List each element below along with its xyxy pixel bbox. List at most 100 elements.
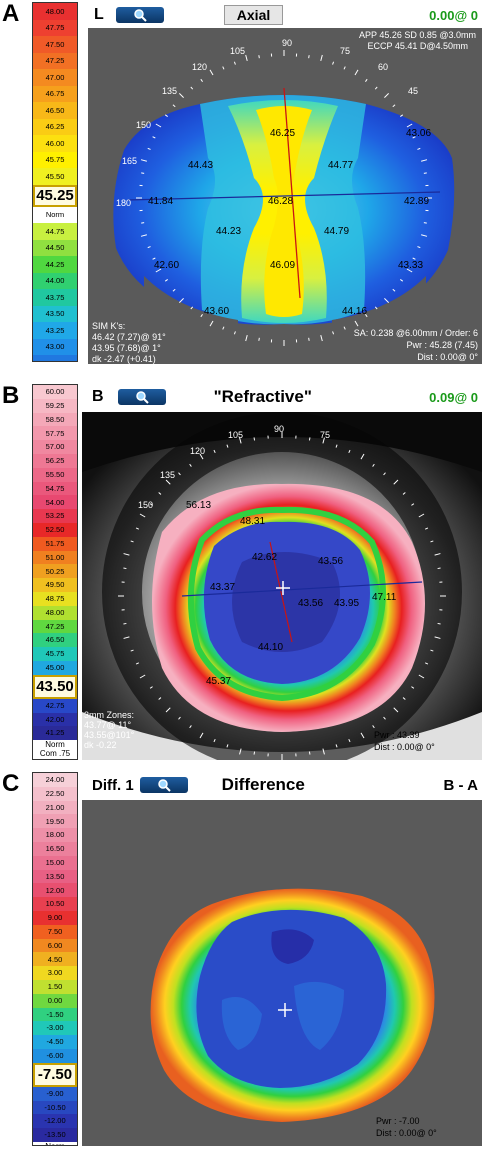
- scale-value: -9.00: [33, 1086, 77, 1101]
- map-value: 44.23: [216, 226, 241, 237]
- angle-tick: [233, 61, 236, 65]
- angle-ticks: [118, 432, 446, 760]
- norm-label: Norm Com .75: [33, 740, 77, 759]
- angle-tick: [165, 479, 171, 485]
- scale-value: 19.50: [33, 814, 77, 829]
- angle-tick: [392, 104, 396, 108]
- angle-tick: [417, 246, 421, 249]
- scale-value: 59.25: [33, 398, 77, 413]
- eye-label: B: [92, 388, 104, 405]
- angle-tick: [411, 503, 415, 506]
- magnifier-button[interactable]: [115, 7, 164, 23]
- angle-tick: [245, 54, 248, 61]
- angle-labels: 105 90 75 120 135 150: [138, 424, 330, 510]
- scale-value: 6.00: [33, 938, 77, 953]
- map-type-button[interactable]: Axial: [223, 5, 284, 25]
- scale-value: 57.75: [33, 426, 77, 441]
- color-scale: 60.00 59.25 58.50 57.75 57.00 56.25 55.50 54.75…: [32, 384, 78, 760]
- sim-k2: 43.95 (7.68)@ 1°: [92, 343, 161, 353]
- scale-value: 43.25: [33, 322, 77, 339]
- scale-value: 43.00: [33, 338, 77, 355]
- magnifier-button[interactable]: [117, 389, 166, 405]
- scale-value: Norm: [33, 206, 77, 223]
- angle-tick: [335, 444, 338, 448]
- scale-value: 15.00: [33, 855, 77, 870]
- magnifier-icon: [134, 9, 147, 22]
- angle-tick: [141, 222, 145, 224]
- angle-tick: [178, 298, 184, 304]
- map-value: 46.28: [268, 196, 293, 207]
- angle-tick: [322, 748, 325, 755]
- angle-tick: [222, 66, 225, 70]
- angle-tick: [239, 748, 242, 755]
- scale-rows: 24.00 22.50 21.00 19.50 18.00 16.50 15.00 13.50…: [33, 773, 77, 1145]
- angle-tick: [335, 744, 338, 748]
- angle-tick: [430, 649, 434, 652]
- svg-text:105: 105: [228, 430, 243, 440]
- angle-tick: [424, 662, 429, 665]
- map-values: 56.13 48.31 42.62 43.56 43.37 43.56 43.9…: [186, 500, 397, 687]
- angle-tick: [199, 453, 204, 460]
- magnifier-button[interactable]: [139, 777, 188, 793]
- angle-tick: [178, 92, 184, 98]
- map-value: 44.77: [328, 160, 353, 171]
- scale-value: 49.50: [33, 578, 77, 592]
- map-value: 56.13: [186, 500, 211, 511]
- panel-b: B 60.00 59.25 58.50 57.75 57.00 56.25 55.50 54.…: [0, 382, 484, 762]
- map-value: 43.33: [398, 260, 423, 271]
- angle-tick: [412, 136, 416, 139]
- svg-text:165: 165: [122, 156, 137, 166]
- selected-scale-value[interactable]: -7.50: [33, 1062, 77, 1087]
- angle-tick: [123, 636, 130, 639]
- scale-value: 56.25: [33, 453, 77, 468]
- angle-tick: [374, 306, 378, 310]
- map-value: 46.25: [270, 128, 295, 139]
- panel-c: C 24.00 22.50 21.00 19.50 18.00 16.50 15.00 13.…: [0, 770, 484, 1148]
- svg-text:150: 150: [138, 500, 153, 510]
- scale-value: 54.00: [33, 495, 77, 510]
- angle-tick: [402, 697, 406, 700]
- scale-value: 42.00: [33, 712, 77, 727]
- scale-value: 12.00: [33, 883, 77, 898]
- scale-value: 44.25: [33, 256, 77, 273]
- angle-tick: [135, 662, 140, 665]
- angle-tick: [233, 331, 236, 335]
- angle-tick: [343, 326, 346, 330]
- scale-value: 45.75: [33, 151, 77, 168]
- scale-value: 51.75: [33, 536, 77, 551]
- angle-tick: [434, 636, 441, 639]
- panel-header: B "Refractive" 0.09@ 0: [88, 386, 482, 408]
- angle-tick: [213, 449, 216, 454]
- color-scale: 48.00 47.75 47.50 47.25 47.00 46.75 46.50 46.25…: [32, 2, 78, 362]
- angle-tick: [239, 437, 242, 444]
- power-value: Pwr : 45.28 (7.45): [406, 340, 478, 350]
- angle-tick: [418, 674, 425, 679]
- com-text: Com .75: [39, 749, 71, 759]
- scale-value: 7.50: [33, 924, 77, 939]
- map-value: 41.84: [148, 196, 173, 207]
- selected-scale-value[interactable]: 45.25: [33, 184, 77, 207]
- angle-tick: [365, 314, 368, 318]
- angle-tick: [424, 527, 429, 530]
- scale-rows: 60.00 59.25 58.50 57.75 57.00 56.25 55.50 54.75…: [33, 385, 77, 759]
- angle-tick: [200, 78, 203, 82]
- angle-tick: [130, 649, 134, 652]
- scale-value: 47.75: [33, 19, 77, 36]
- zone-title: 3mm Zones:: [84, 710, 135, 720]
- map-value: 48.31: [240, 516, 265, 527]
- angle-tick: [139, 674, 146, 679]
- svg-text:135: 135: [162, 86, 177, 96]
- scale-value: 46.25: [33, 118, 77, 135]
- angle-tick: [149, 503, 153, 506]
- scale-value: 16.50: [33, 841, 77, 856]
- angle-tick: [308, 55, 310, 59]
- angle-tick: [372, 463, 375, 467]
- map-value: 43.60: [204, 306, 229, 317]
- panel-header: Diff. 1 Difference B - A: [88, 774, 482, 796]
- angle-tick: [392, 288, 396, 292]
- angle-tick: [360, 732, 365, 739]
- sim-k-title: SIM K's:: [92, 321, 126, 331]
- selected-scale-value[interactable]: 43.50: [33, 674, 77, 699]
- scale-value: 43.75: [33, 289, 77, 306]
